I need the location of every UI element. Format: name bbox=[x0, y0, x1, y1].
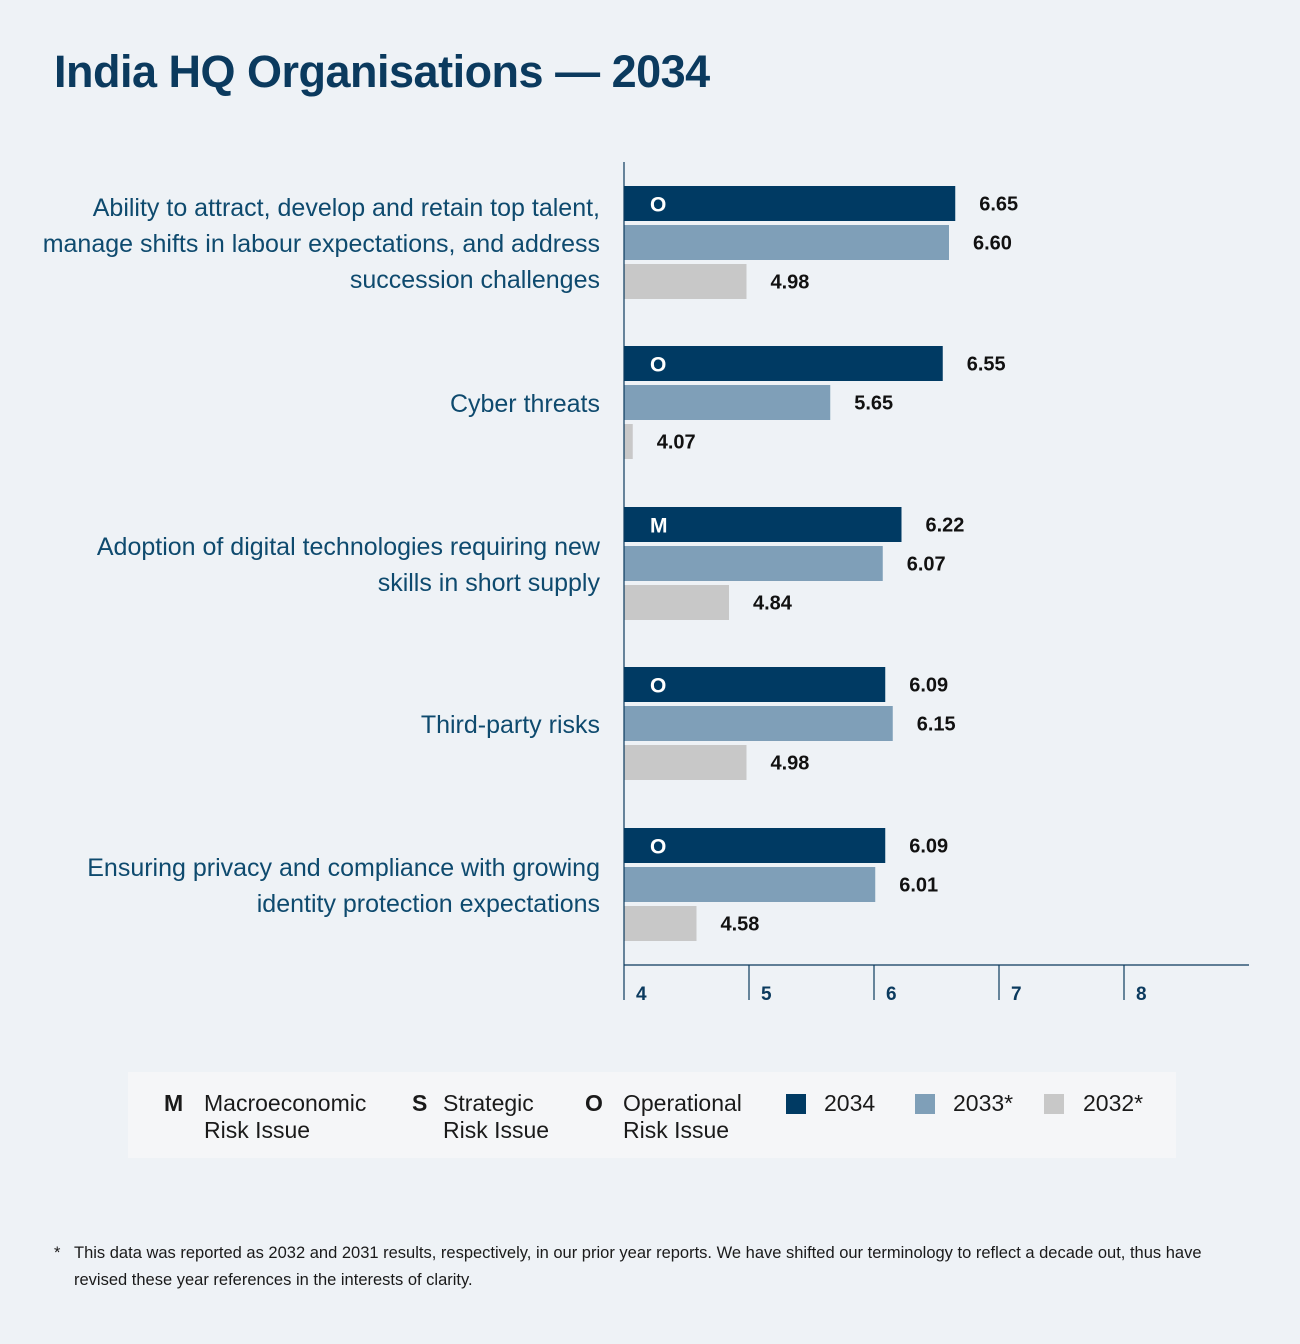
bar-2034-0 bbox=[624, 186, 956, 221]
legend-swatch-2033 bbox=[915, 1094, 935, 1114]
bar-2032-1 bbox=[624, 424, 633, 459]
data-label-2032-4: 4.58 bbox=[721, 914, 760, 936]
risk-code-2: M bbox=[650, 515, 668, 538]
risk-code-4: O bbox=[650, 836, 666, 859]
x-tick-label-6: 6 bbox=[886, 984, 897, 1005]
category-label-talent: Ability to attract, develop and retain t… bbox=[42, 194, 600, 294]
x-tick-label-7: 7 bbox=[1011, 984, 1022, 1005]
bar-2034-3 bbox=[624, 667, 886, 702]
bar-2033-0 bbox=[624, 225, 949, 260]
data-label-2034-3: 6.09 bbox=[909, 675, 948, 697]
bar-2034-4 bbox=[624, 828, 886, 863]
data-label-2033-0: 6.60 bbox=[973, 233, 1012, 255]
bar-chart: 6.65 6.60 4.98 O 6.55 5.65 4.07 O 6.22 6.07 4.84 M 6… bbox=[623, 162, 1249, 1005]
data-label-2033-2: 6.07 bbox=[907, 554, 946, 576]
bar-2032-0 bbox=[624, 264, 747, 299]
x-tick-label-5: 5 bbox=[761, 984, 772, 1005]
legend-code-s: S bbox=[412, 1090, 428, 1116]
footnote: * This data was reported as 2032 and 203… bbox=[54, 1240, 1214, 1294]
category-label-third-party: Third-party risks bbox=[420, 711, 600, 739]
bar-2033-3 bbox=[624, 706, 893, 741]
legend-text-line1: Operational bbox=[623, 1090, 742, 1116]
legend-code-o: O bbox=[585, 1090, 603, 1116]
data-label-2033-4: 6.01 bbox=[899, 875, 938, 897]
bar-2033-2 bbox=[624, 546, 883, 581]
legend-code-m: M bbox=[164, 1090, 184, 1116]
legend-item-macroeconomic: Macroeconomic Risk Issue bbox=[204, 1090, 366, 1144]
legend-text-line2: Risk Issue bbox=[623, 1117, 730, 1143]
data-label-2034-4: 6.09 bbox=[909, 836, 948, 858]
data-label-2032-0: 4.98 bbox=[771, 272, 810, 294]
bar-2032-4 bbox=[624, 906, 697, 941]
legend-text-line2: Risk Issue bbox=[204, 1117, 311, 1143]
legend-item-operational: Operational Risk Issue bbox=[623, 1090, 742, 1144]
footnote-marker: * bbox=[54, 1244, 61, 1262]
risk-code-3: O bbox=[650, 675, 666, 698]
legend-text-line1: Strategic bbox=[443, 1090, 534, 1116]
x-tick-label-8: 8 bbox=[1136, 984, 1147, 1005]
bar-2033-4 bbox=[624, 867, 876, 902]
legend-label-2032: 2032* bbox=[1083, 1090, 1144, 1116]
legend-label-2034: 2034 bbox=[824, 1090, 876, 1116]
category-label-cyber: Cyber threats bbox=[449, 390, 600, 418]
legend-label-2033: 2033* bbox=[953, 1090, 1014, 1116]
risk-code-1: O bbox=[650, 354, 666, 377]
legend-swatch-2034 bbox=[786, 1094, 806, 1114]
footnote-text: This data was reported as 2032 and 2031 … bbox=[74, 1244, 1202, 1289]
legend-swatch-2032 bbox=[1044, 1094, 1064, 1114]
bar-2033-1 bbox=[624, 385, 831, 420]
legend: M Macroeconomic Risk Issue S Strategic R… bbox=[128, 1072, 1176, 1158]
bar-2032-3 bbox=[624, 745, 747, 780]
data-label-2032-3: 4.98 bbox=[771, 753, 810, 775]
data-label-2034-2: 6.22 bbox=[926, 515, 965, 537]
legend-item-strategic: Strategic Risk Issue bbox=[443, 1090, 549, 1144]
data-label-2032-2: 4.84 bbox=[753, 593, 793, 615]
chart-title: India HQ Organisations — 2034 bbox=[54, 46, 710, 97]
bar-2034-1 bbox=[624, 346, 943, 381]
data-label-2033-1: 5.65 bbox=[854, 393, 893, 415]
category-label-digital: Adoption of digital technologies requiri… bbox=[96, 533, 600, 597]
data-label-2033-3: 6.15 bbox=[917, 714, 956, 736]
risk-code-0: O bbox=[650, 194, 666, 217]
bar-2032-2 bbox=[624, 585, 729, 620]
data-label-2034-0: 6.65 bbox=[979, 194, 1018, 216]
x-tick-label-4: 4 bbox=[636, 984, 647, 1005]
data-label-2034-1: 6.55 bbox=[967, 354, 1006, 376]
data-label-2032-1: 4.07 bbox=[657, 432, 696, 454]
legend-text-line1: Macroeconomic bbox=[204, 1090, 367, 1116]
bar-2034-2 bbox=[624, 507, 902, 542]
legend-text-line2: Risk Issue bbox=[443, 1117, 550, 1143]
category-label-privacy: Ensuring privacy and compliance with gro… bbox=[87, 854, 600, 918]
